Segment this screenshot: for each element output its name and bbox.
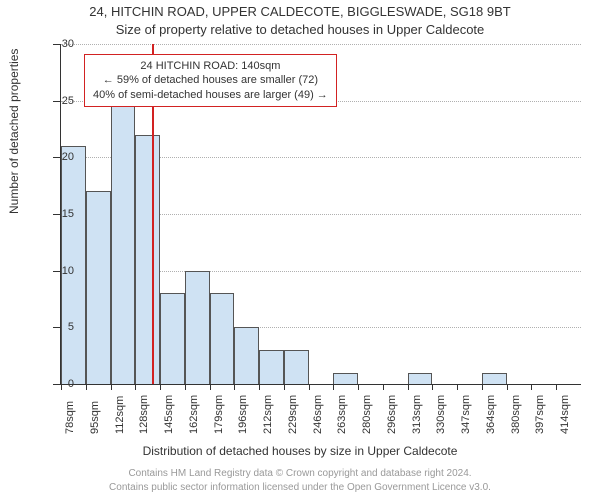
histogram-bar <box>234 327 259 384</box>
x-tick <box>86 384 87 390</box>
y-tick-label: 10 <box>62 265 74 277</box>
x-tick-label: 296sqm <box>386 395 398 434</box>
x-tick-label: 78sqm <box>64 401 76 434</box>
x-tick-label: 112sqm <box>114 396 126 434</box>
y-tick <box>53 157 61 158</box>
x-tick <box>556 384 557 390</box>
x-tick-label: 380sqm <box>510 395 522 434</box>
histogram-bar <box>210 293 235 384</box>
footer-line1: Contains HM Land Registry data © Crown c… <box>0 468 600 479</box>
x-tick-label: 263sqm <box>336 395 348 434</box>
gridline <box>61 44 581 45</box>
x-tick <box>160 384 161 390</box>
histogram-bar <box>160 293 185 384</box>
x-tick-label: 347sqm <box>460 395 472 434</box>
x-tick <box>210 384 211 390</box>
histogram-bar <box>284 350 309 384</box>
legend-line1: 24 HITCHIN ROAD: 140sqm <box>93 59 328 73</box>
x-tick <box>234 384 235 390</box>
x-tick <box>309 384 310 390</box>
x-tick <box>408 384 409 390</box>
marker-legend: 24 HITCHIN ROAD: 140sqm ← 59% of detache… <box>84 54 337 107</box>
x-tick <box>383 384 384 390</box>
x-tick <box>457 384 458 390</box>
y-tick <box>53 271 61 272</box>
x-tick-label: 330sqm <box>435 395 447 434</box>
histogram-bar <box>111 101 136 384</box>
x-tick-label: 179sqm <box>213 395 225 434</box>
y-tick-label: 0 <box>68 378 74 390</box>
y-tick <box>53 101 61 102</box>
y-axis-title: Number of detached properties <box>7 49 21 214</box>
x-tick-label: 145sqm <box>163 395 175 434</box>
x-tick-label: 196sqm <box>237 395 249 434</box>
legend-line2: ← 59% of detached houses are smaller (72… <box>93 73 328 87</box>
x-tick <box>185 384 186 390</box>
x-axis-title: Distribution of detached houses by size … <box>0 444 600 458</box>
chart-container: 24, HITCHIN ROAD, UPPER CALDECOTE, BIGGL… <box>0 0 600 500</box>
x-tick <box>531 384 532 390</box>
y-tick <box>53 327 61 328</box>
chart-title-line2: Size of property relative to detached ho… <box>0 22 600 37</box>
x-tick <box>61 384 62 390</box>
histogram-bar <box>408 373 433 384</box>
x-tick <box>358 384 359 390</box>
x-tick <box>284 384 285 390</box>
x-tick <box>333 384 334 390</box>
x-tick-label: 246sqm <box>312 395 324 434</box>
y-tick-label: 20 <box>62 151 74 163</box>
histogram-bar <box>333 373 358 384</box>
x-tick <box>259 384 260 390</box>
x-tick-label: 229sqm <box>287 395 299 434</box>
x-tick-label: 414sqm <box>559 395 571 434</box>
x-tick-label: 128sqm <box>138 395 150 434</box>
x-tick <box>482 384 483 390</box>
x-tick-label: 95sqm <box>89 401 101 434</box>
x-tick <box>432 384 433 390</box>
histogram-bar <box>135 135 160 384</box>
x-tick-label: 364sqm <box>485 395 497 434</box>
chart-title-line1: 24, HITCHIN ROAD, UPPER CALDECOTE, BIGGL… <box>0 4 600 19</box>
x-tick <box>135 384 136 390</box>
y-tick <box>53 214 61 215</box>
histogram-bar <box>259 350 284 384</box>
x-tick <box>507 384 508 390</box>
legend-line3: 40% of semi-detached houses are larger (… <box>93 88 328 102</box>
y-tick-label: 25 <box>62 95 74 107</box>
histogram-bar <box>86 191 111 384</box>
x-tick <box>111 384 112 390</box>
x-tick-label: 397sqm <box>534 395 546 434</box>
y-tick-label: 30 <box>62 38 74 50</box>
x-tick-label: 313sqm <box>411 395 423 434</box>
x-tick-label: 280sqm <box>361 395 373 434</box>
y-tick-label: 15 <box>62 208 74 220</box>
y-tick <box>53 384 61 385</box>
y-tick <box>53 44 61 45</box>
y-tick-label: 5 <box>68 321 74 333</box>
x-tick-label: 212sqm <box>262 395 274 434</box>
histogram-bar <box>482 373 507 384</box>
histogram-bar <box>185 271 210 384</box>
x-tick-label: 162sqm <box>188 395 200 434</box>
footer-line2: Contains public sector information licen… <box>0 482 600 493</box>
